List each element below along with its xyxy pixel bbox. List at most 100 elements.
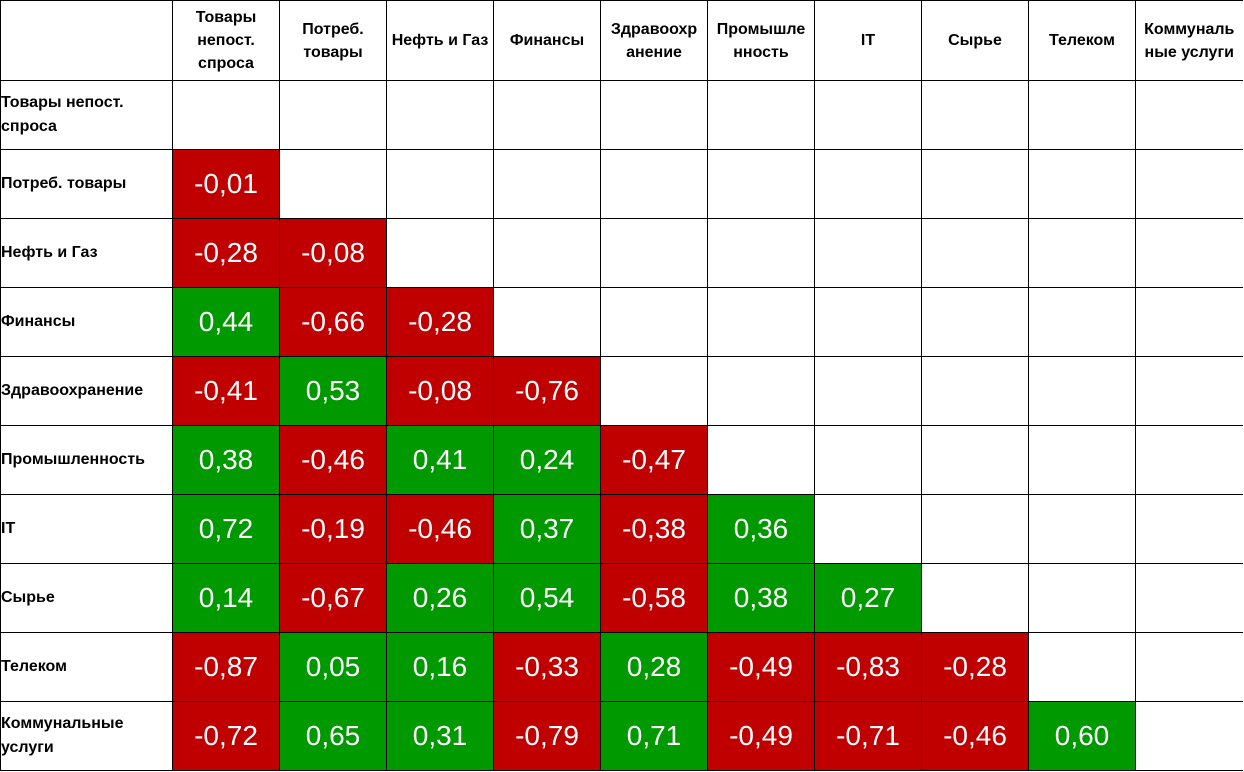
- row-header-label: Нефть и Газ: [1, 244, 98, 261]
- correlation-cell: 0,60: [1028, 701, 1136, 771]
- column-header-label: Коммуналь ные услуги: [1144, 20, 1235, 61]
- empty-cell: [921, 356, 1029, 426]
- empty-cell: [493, 80, 601, 150]
- correlation-cell: 0,44: [172, 287, 280, 357]
- correlation-cell: -0,28: [921, 632, 1029, 702]
- row-header-label: Сырье: [1, 589, 55, 606]
- correlation-cell: -0,83: [814, 632, 922, 702]
- row-header: IT: [0, 494, 173, 564]
- column-header: Товары непост. спроса: [172, 0, 280, 81]
- empty-cell: [1028, 356, 1136, 426]
- empty-cell: [814, 494, 922, 564]
- correlation-cell: 0,54: [493, 563, 601, 633]
- matrix-row: Потреб. товары -0,01: [0, 149, 1243, 219]
- empty-cell: [1135, 632, 1243, 702]
- empty-cell: [921, 80, 1029, 150]
- correlation-cell: -0,58: [600, 563, 708, 633]
- empty-cell: [386, 149, 494, 219]
- column-header-label: Сырье: [948, 32, 1002, 49]
- empty-cell: [1135, 287, 1243, 357]
- empty-cell: [921, 287, 1029, 357]
- empty-cell: [1135, 80, 1243, 150]
- correlation-cell: 0,36: [707, 494, 815, 564]
- matrix-row: Телеком -0,87 0,05 0,16 -0,33 0,28 -0,49 -0,83-…: [0, 632, 1243, 702]
- correlation-cell: -0,76: [493, 356, 601, 426]
- empty-cell: [493, 149, 601, 219]
- empty-cell: [1028, 494, 1136, 564]
- row-header-label: Коммунальные услуги: [1, 715, 124, 756]
- column-header: Промышле нность: [707, 0, 815, 81]
- correlation-cell: -0,28: [172, 218, 280, 288]
- row-header: Коммунальные услуги: [0, 701, 173, 771]
- correlation-cell: 0,27: [814, 563, 922, 633]
- column-header-label: Нефть и Газ: [391, 32, 489, 49]
- correlation-cell: -0,38: [600, 494, 708, 564]
- empty-cell: [600, 287, 708, 357]
- empty-cell: [1135, 356, 1243, 426]
- column-header: Потреб. товары: [279, 0, 387, 81]
- correlation-cell: -0,08: [386, 356, 494, 426]
- matrix-row: Товары непост. спроса: [0, 80, 1243, 150]
- empty-cell: [1135, 149, 1243, 219]
- correlation-cell: -0,19: [279, 494, 387, 564]
- column-header-label: Товары непост. спроса: [195, 9, 257, 72]
- correlation-cell: -0,46: [921, 701, 1029, 771]
- empty-cell: [279, 149, 387, 219]
- empty-cell: [921, 563, 1029, 633]
- row-header-label: Телеком: [1, 658, 67, 675]
- row-header: Здравоохранение: [0, 356, 173, 426]
- empty-cell: [707, 287, 815, 357]
- row-header: Нефть и Газ: [0, 218, 173, 288]
- column-header-label: Финансы: [509, 32, 585, 49]
- correlation-cell: -0,41: [172, 356, 280, 426]
- correlation-cell: 0,53: [279, 356, 387, 426]
- row-header-label: Финансы: [1, 313, 76, 330]
- correlation-cell: -0,33: [493, 632, 601, 702]
- column-header: Финансы: [493, 0, 601, 81]
- column-header: IT: [814, 0, 922, 81]
- empty-cell: [1028, 218, 1136, 288]
- empty-cell: [279, 80, 387, 150]
- correlation-cell: -0,49: [707, 701, 815, 771]
- correlation-cell: -0,67: [279, 563, 387, 633]
- empty-cell: [814, 149, 922, 219]
- row-header-label: Промышленность: [1, 451, 145, 468]
- correlation-cell: -0,71: [814, 701, 922, 771]
- empty-cell: [814, 356, 922, 426]
- row-header: Потреб. товары: [0, 149, 173, 219]
- empty-cell: [1135, 218, 1243, 288]
- column-header: Телеком: [1028, 0, 1136, 81]
- correlation-cell: -0,46: [386, 494, 494, 564]
- row-header: Телеком: [0, 632, 173, 702]
- correlation-cell: 0,71: [600, 701, 708, 771]
- column-header: Сырье: [921, 0, 1029, 81]
- column-header: Нефть и Газ: [386, 0, 494, 81]
- correlation-cell: -0,01: [172, 149, 280, 219]
- empty-cell: [814, 287, 922, 357]
- empty-cell: [600, 149, 708, 219]
- row-header-label: Товары непост. спроса: [1, 94, 124, 135]
- correlation-cell: 0,28: [600, 632, 708, 702]
- column-header-label: Здравоохр анение: [610, 20, 698, 61]
- row-header: Товары непост. спроса: [0, 80, 173, 150]
- empty-cell: [1028, 287, 1136, 357]
- correlation-cell: -0,49: [707, 632, 815, 702]
- column-header-label: Промышле нность: [716, 20, 806, 61]
- correlation-cell: -0,46: [279, 425, 387, 495]
- matrix-row: Коммунальные услуги -0,72 0,65 0,31 -0,79 0,7…: [0, 701, 1243, 771]
- row-header-label: IT: [1, 520, 16, 537]
- empty-cell: [600, 218, 708, 288]
- empty-cell: [1028, 563, 1136, 633]
- empty-cell: [600, 80, 708, 150]
- empty-cell: [1135, 701, 1243, 771]
- empty-cell: [493, 218, 601, 288]
- empty-cell: [1028, 80, 1136, 150]
- empty-cell: [921, 149, 1029, 219]
- correlation-cell: 0,38: [707, 563, 815, 633]
- empty-cell: [707, 356, 815, 426]
- empty-cell: [1135, 494, 1243, 564]
- empty-cell: [386, 80, 494, 150]
- empty-cell: [707, 80, 815, 150]
- column-header: Здравоохр анение: [600, 0, 708, 81]
- empty-cell: [1135, 425, 1243, 495]
